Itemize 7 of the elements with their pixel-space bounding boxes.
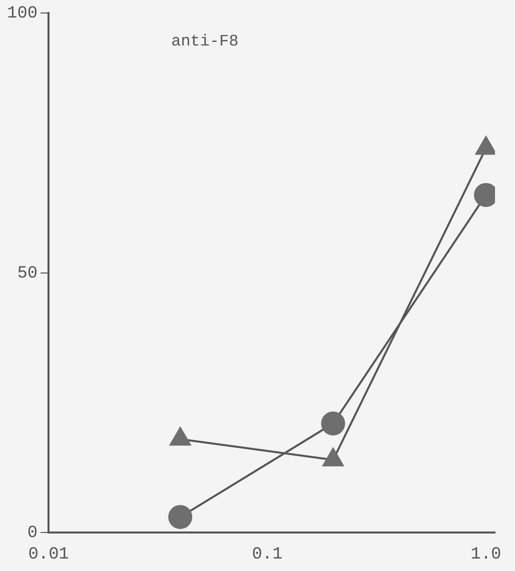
x-tick-label: 0.1 — [252, 545, 283, 564]
x-tick-label: 1.0 — [470, 545, 502, 564]
y-tick-label: 50 — [17, 264, 38, 284]
x-tick-label: 0.01 — [28, 545, 70, 564]
y-tick-label: 100 — [6, 4, 38, 24]
text: anti-F8 — [171, 32, 238, 50]
y-tick-label: 0 — [27, 524, 38, 544]
